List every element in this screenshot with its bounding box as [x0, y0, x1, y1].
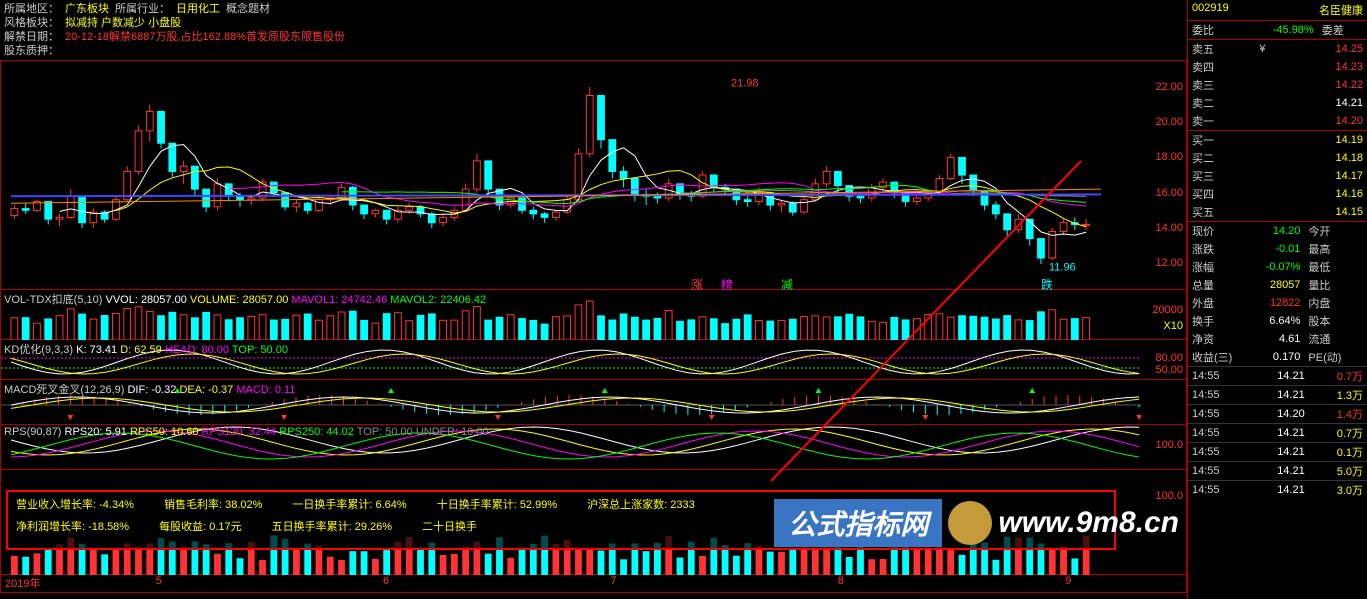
watermark: 公式指标网 www.9m8.cn	[774, 497, 1187, 549]
logo-icon	[948, 501, 992, 545]
svg-text:涨: 涨	[691, 277, 703, 291]
stock-header: 所属地区：广东板块 所属行业：日用化工 概念题材 风格板块：拟减持 户数减少 小…	[0, 0, 1187, 60]
candlestick-chart[interactable]: 21.9811.96涨榜减跌 22.0020.0018.0016.0014.00…	[0, 60, 1187, 290]
svg-text:21.98: 21.98	[731, 78, 759, 90]
svg-text:跌: 跌	[1041, 277, 1053, 291]
macd-panel[interactable]: MACD死叉金叉(12,26,9) DIF: -0.32 DEA: -0.37 …	[0, 380, 1187, 425]
time-axis: 2019年 56789	[0, 575, 1187, 593]
volume-panel[interactable]: VOL-TDX扣底(5,10) VVOL: 28057.00 VOLUME: 2…	[0, 290, 1187, 340]
svg-text:11.96: 11.96	[1049, 261, 1076, 273]
order-book[interactable]: 002919名臣健康 委比-45.98%委差 卖五¥14.25卖四14.23卖三…	[1187, 0, 1367, 599]
kd-panel[interactable]: KD优化(9,3,3) K: 73.41 D: 62.59 HEAD: 80.0…	[0, 340, 1187, 380]
rps-panel[interactable]: RPS(90,87) RPS20: 5.91 RPS50: 10.60 RPS1…	[0, 425, 1187, 470]
svg-text:榜: 榜	[721, 277, 733, 291]
